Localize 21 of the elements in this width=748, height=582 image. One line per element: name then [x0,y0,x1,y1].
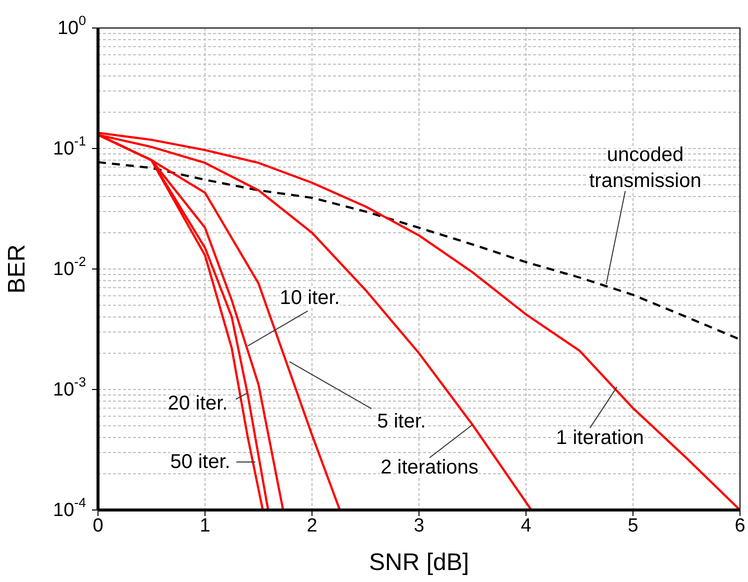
annotation: 20 iter. [168,392,228,414]
x-tick-label: 0 [92,515,104,536]
annotation: 5 iter. [377,410,426,433]
y-tick-label: 10$^{-3}$ [53,374,86,400]
y-tick-label: 10$^{-2}$ [53,254,86,280]
x-tick-label: 5 [628,515,638,536]
x-axis-title: SNR [dB] [368,549,470,576]
y-axis-title: BER [4,244,31,294]
y-tick-label: 10$^{-4}$ [53,495,86,520]
x-tick-label: 6 [734,515,746,536]
x-tick-label: 4 [520,515,532,536]
annotation: 1 iteration [556,426,644,449]
x-tick-label: 2 [306,515,318,536]
annotation: 2 iterations [380,456,478,479]
annotation: 50 iter. [170,451,230,474]
y-tick-label: 10$^{0}$ [57,13,86,38]
x-tick-label: 1 [200,515,210,536]
y-tick-label: 10$^{-1}$ [53,134,86,159]
x-tick-label: 3 [414,515,424,536]
annotation: uncoded transmission [589,144,702,192]
annotation: 10 iter. [280,286,340,309]
